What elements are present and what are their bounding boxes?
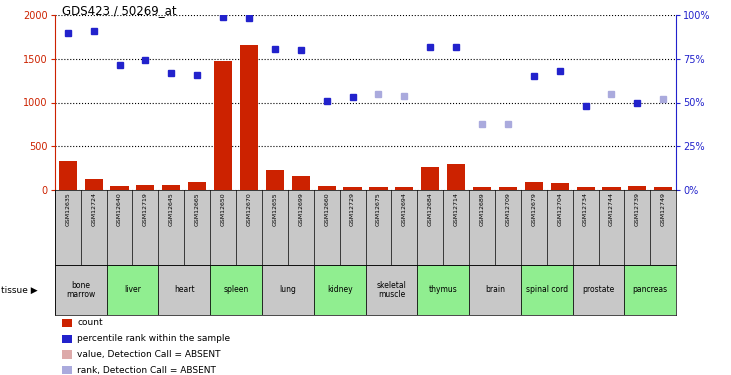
Text: brain: brain [485,285,505,294]
Text: heart: heart [174,285,194,294]
Bar [110,186,129,190]
Bar [137,185,154,190]
Bar [521,265,572,315]
Bar [624,265,676,315]
Bar [525,182,543,190]
Text: liver: liver [124,285,141,294]
Bar [211,265,262,315]
Bar [266,170,284,190]
Bar [344,187,362,190]
Bar [369,187,387,190]
Text: count: count [77,318,103,327]
Bar [58,161,77,190]
Text: GSM12635: GSM12635 [65,192,70,226]
Text: GSM12739: GSM12739 [635,192,640,226]
Text: GSM12689: GSM12689 [480,192,485,226]
Text: GSM12724: GSM12724 [91,192,96,226]
Bar [366,265,417,315]
Bar [85,178,103,190]
Bar [314,265,366,315]
Bar [654,187,673,190]
Text: GSM12660: GSM12660 [324,192,329,226]
Text: rank, Detection Call = ABSENT: rank, Detection Call = ABSENT [77,366,216,375]
Bar [469,265,520,315]
Text: lung: lung [279,285,296,294]
Bar [162,185,181,190]
Text: GSM12665: GSM12665 [194,192,200,226]
Text: GSM12640: GSM12640 [117,192,122,226]
Bar [499,187,517,190]
Text: GSM12679: GSM12679 [531,192,537,226]
Text: value, Detection Call = ABSENT: value, Detection Call = ABSENT [77,350,221,359]
Bar [240,45,258,190]
Bar [447,164,465,190]
Bar [550,183,569,190]
Text: GSM12719: GSM12719 [143,192,148,226]
Bar [602,188,621,190]
Text: spleen: spleen [224,285,249,294]
Bar [628,186,646,190]
Text: GSM12645: GSM12645 [169,192,174,226]
Text: GSM12694: GSM12694 [402,192,407,226]
Bar [417,265,469,315]
Bar [317,186,336,190]
Text: tissue ▶: tissue ▶ [1,285,37,294]
Text: GSM12714: GSM12714 [454,192,458,226]
Text: bone
marrow: bone marrow [66,280,95,299]
Text: GSM12675: GSM12675 [376,192,381,226]
Text: GSM12704: GSM12704 [557,192,562,226]
Text: GSM12734: GSM12734 [583,192,588,226]
Bar [214,60,232,190]
Text: GSM12729: GSM12729 [350,192,355,226]
Text: thymus: thymus [429,285,458,294]
Text: GSM12684: GSM12684 [428,192,433,226]
Bar [572,265,624,315]
Bar [421,167,439,190]
Text: kidney: kidney [327,285,352,294]
Text: GSM12650: GSM12650 [221,192,226,226]
Text: GSM12655: GSM12655 [273,192,277,226]
Bar [473,188,491,190]
Text: spinal cord: spinal cord [526,285,568,294]
Bar [292,177,310,190]
Bar [188,182,206,190]
Text: percentile rank within the sample: percentile rank within the sample [77,334,230,343]
Bar [577,188,594,190]
Text: GSM12699: GSM12699 [298,192,303,226]
Bar [107,265,159,315]
Text: pancreas: pancreas [633,285,668,294]
Bar [55,265,107,315]
Text: GDS423 / 50269_at: GDS423 / 50269_at [62,4,177,17]
Bar [262,265,314,315]
Text: GSM12744: GSM12744 [609,192,614,226]
Text: GSM12749: GSM12749 [661,192,666,226]
Text: GSM12670: GSM12670 [246,192,251,226]
Text: prostate: prostate [583,285,615,294]
Bar [159,265,211,315]
Text: skeletal
muscle: skeletal muscle [376,280,406,299]
Bar [395,188,414,190]
Text: GSM12709: GSM12709 [505,192,510,226]
